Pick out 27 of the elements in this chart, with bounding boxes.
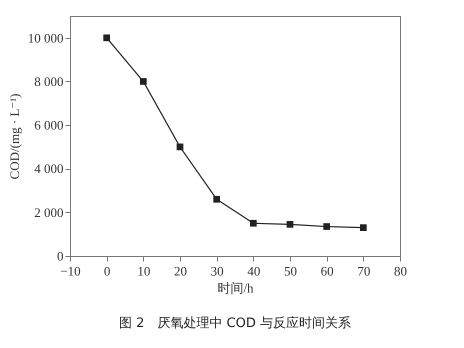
y-tick-label: 6 000	[34, 118, 64, 133]
point	[360, 224, 367, 231]
y-tick-label: 0	[57, 248, 64, 264]
point	[250, 220, 257, 227]
x-tick-label: 50	[284, 264, 297, 278]
point	[213, 196, 220, 203]
point	[323, 223, 330, 230]
y-tick-label: 4 000	[34, 161, 64, 176]
point	[286, 221, 294, 228]
x-tick-label: 70	[357, 264, 370, 278]
y-tick-label: 10 000	[28, 30, 64, 46]
x-tick-label: −10	[60, 264, 81, 278]
x-tick-label: 20	[174, 264, 187, 278]
point	[140, 78, 147, 85]
x-tick-label: 0	[104, 264, 110, 278]
y-tick-label: 2 000	[34, 204, 64, 220]
point	[176, 144, 184, 150]
x-tick-label: 60	[320, 264, 334, 278]
point	[103, 34, 110, 42]
caption: 图 2 厌氧处理中 COD 与反应时间关系	[119, 315, 351, 331]
x-tick-label: 10	[137, 264, 150, 278]
y-tick-label: 8 000	[34, 74, 64, 89]
x-axis-title: 时间/h	[217, 280, 254, 296]
x-tick-label: 30	[210, 264, 224, 278]
x-tick-label: 40	[247, 264, 260, 278]
x-tick-label: 80	[394, 264, 407, 278]
y-axis-title: COD/(mg · L⁻¹)	[6, 94, 22, 180]
